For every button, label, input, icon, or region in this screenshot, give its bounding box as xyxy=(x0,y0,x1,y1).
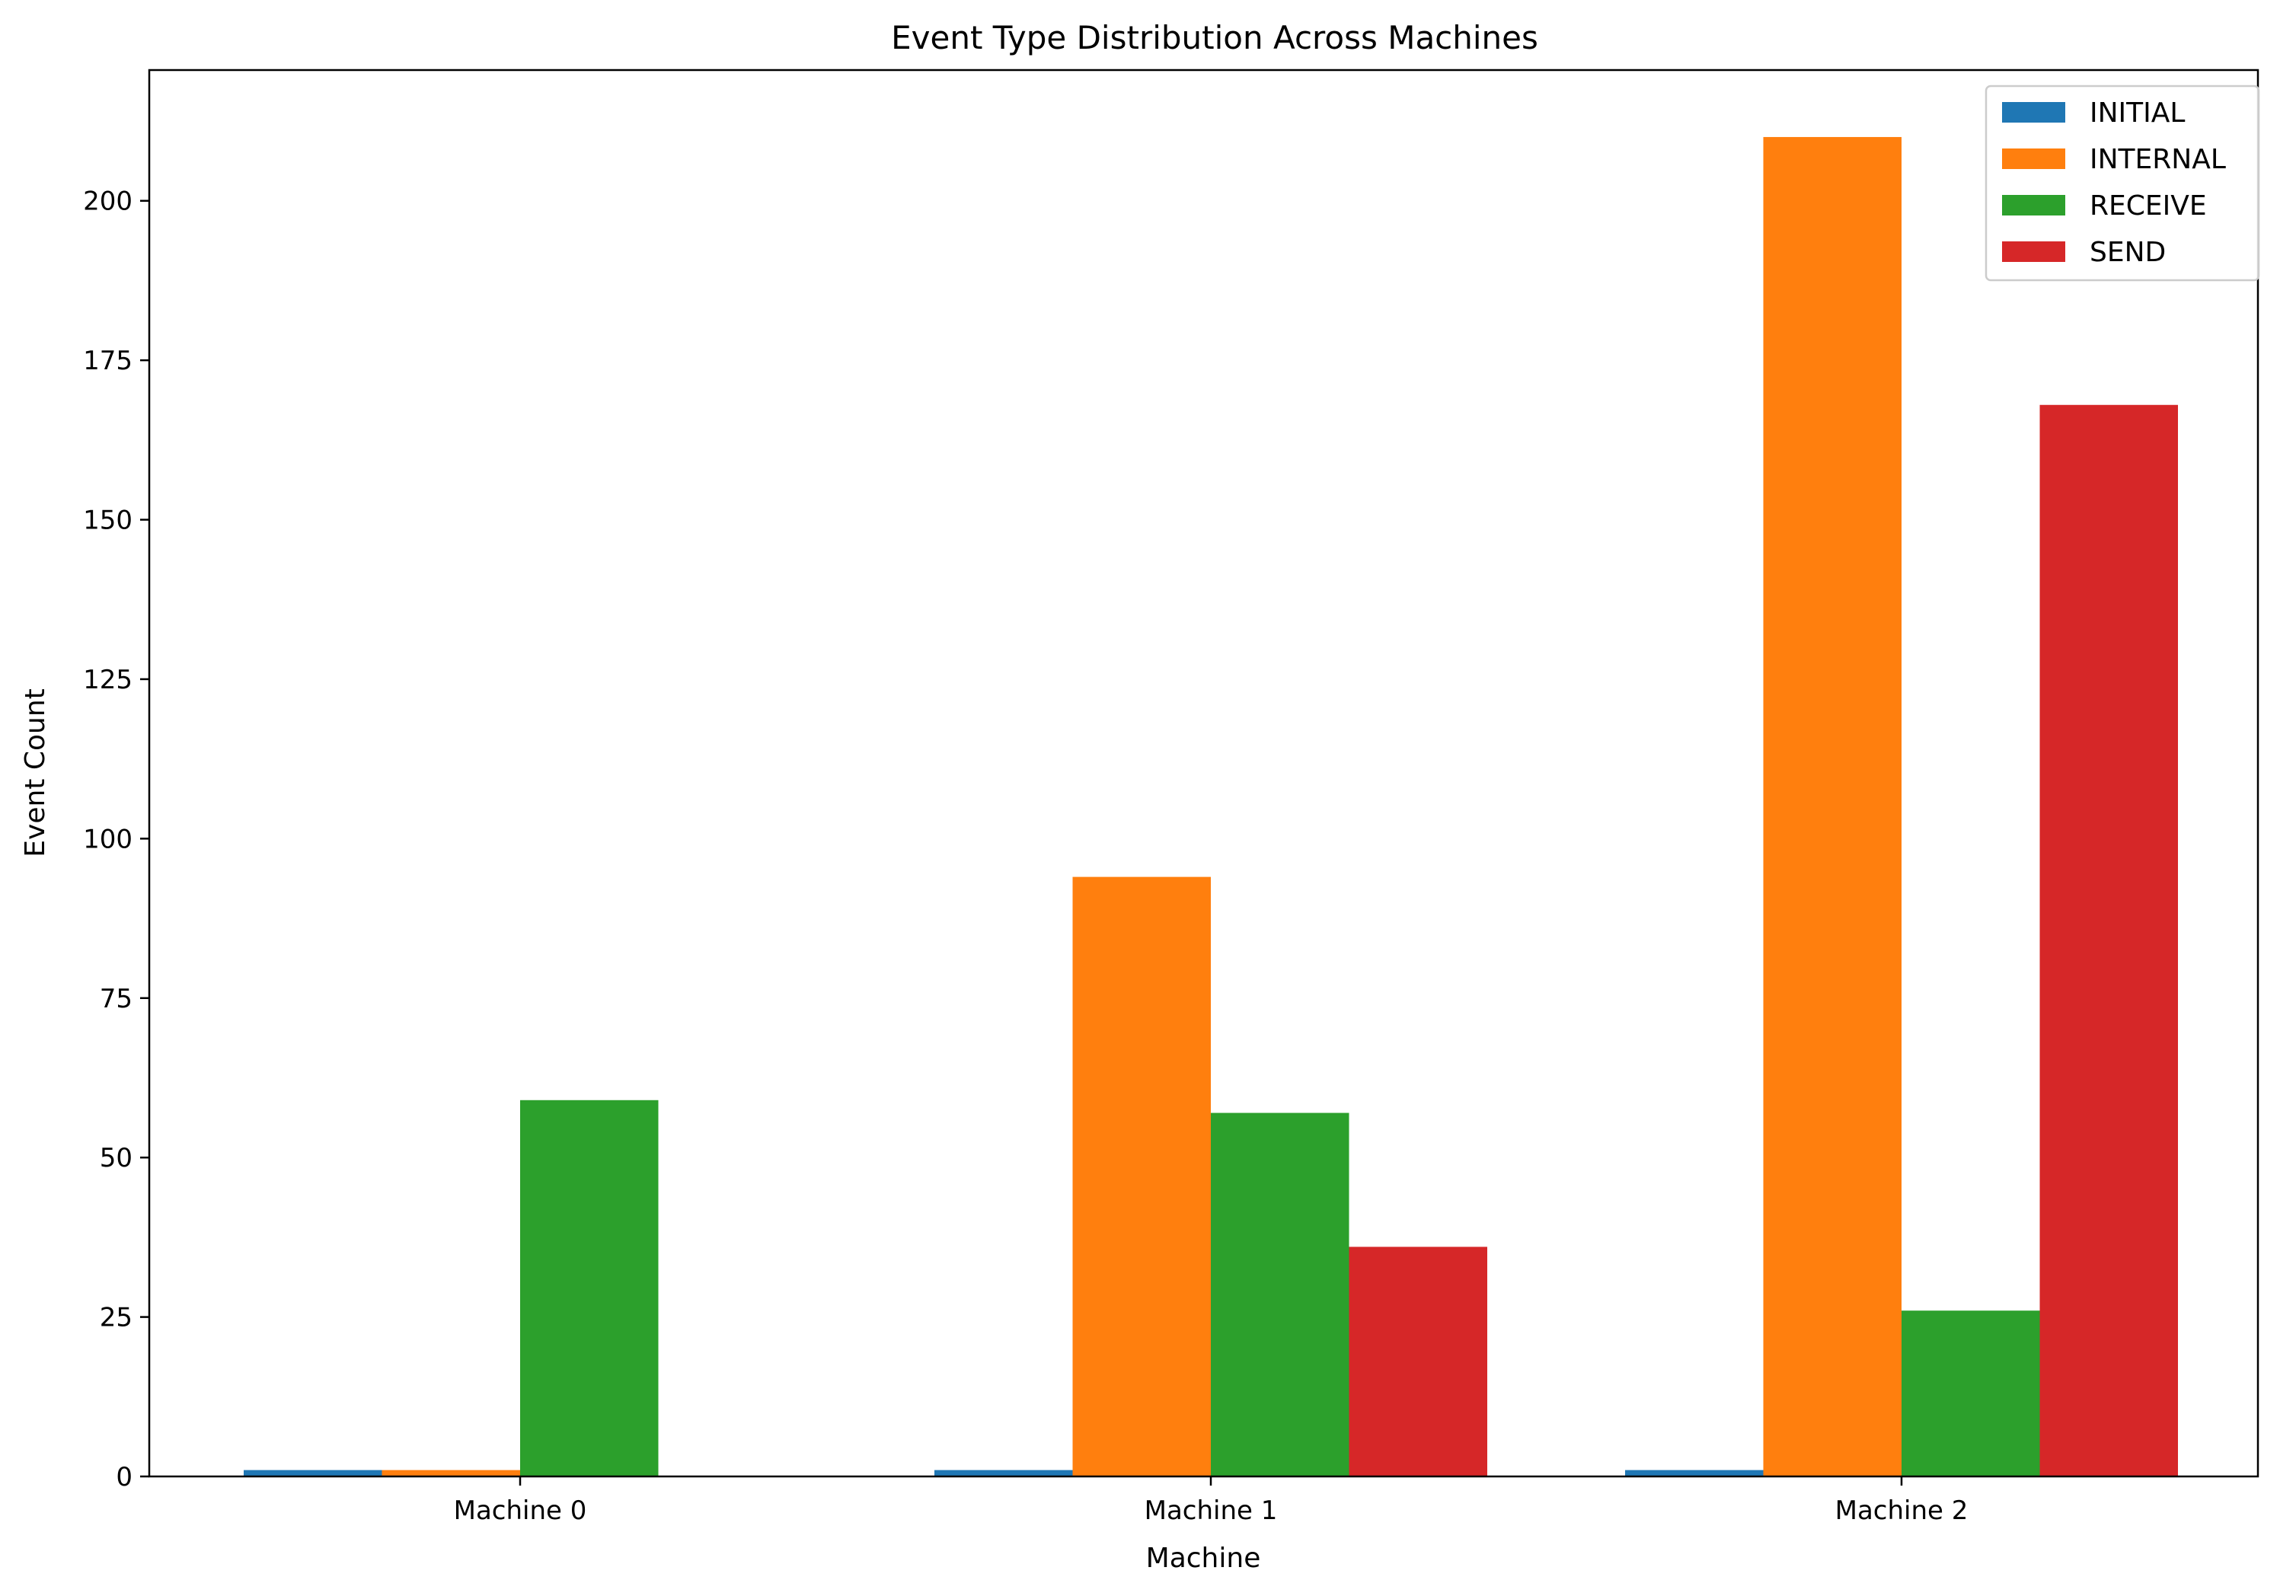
legend-swatch-initial xyxy=(2002,102,2065,123)
legend-label-internal: INTERNAL xyxy=(2090,144,2226,175)
y-tick-label: 150 xyxy=(83,506,133,536)
legend-label-send: SEND xyxy=(2090,237,2166,268)
y-tick-label: 100 xyxy=(83,824,133,854)
bar-send-1 xyxy=(1349,1246,1487,1476)
y-tick-label: 75 xyxy=(100,984,133,1014)
bar-initial-2 xyxy=(1625,1470,1764,1476)
bar-receive-1 xyxy=(1211,1112,1349,1476)
bar-send-2 xyxy=(2039,404,2178,1476)
x-tick-label: Machine 2 xyxy=(1835,1495,1969,1526)
x-tick-label: Machine 0 xyxy=(454,1495,587,1526)
y-tick-label: 175 xyxy=(83,346,133,376)
bar-receive-0 xyxy=(520,1100,659,1476)
y-axis: 0 25 50 75 100 125 150 175 200 xyxy=(83,187,149,1492)
legend-label-receive: RECEIVE xyxy=(2090,190,2207,222)
legend: INITIAL INTERNAL RECEIVE SEND xyxy=(1985,85,2260,282)
plot-frame xyxy=(148,69,2259,1478)
x-axis-label: Machine xyxy=(1146,1543,1261,1574)
bars-layer xyxy=(244,136,2178,1476)
y-tick-label: 50 xyxy=(100,1143,133,1173)
legend-swatch-internal xyxy=(2002,148,2065,169)
y-tick-label: 0 xyxy=(116,1462,133,1492)
bar-internal-0 xyxy=(382,1470,520,1476)
legend-swatch-send xyxy=(2002,241,2065,262)
bar-internal-2 xyxy=(1763,136,1902,1476)
legend-frame xyxy=(1985,85,2260,282)
x-tick-label: Machine 1 xyxy=(1145,1495,1278,1526)
bar-receive-2 xyxy=(1902,1310,2040,1476)
x-axis: Machine 0 Machine 1 Machine 2 xyxy=(454,1476,1969,1526)
legend-label-initial: INITIAL xyxy=(2090,97,2185,129)
chart-title: Event Type Distribution Across Machines xyxy=(891,19,1538,56)
bar-initial-0 xyxy=(244,1470,382,1476)
y-axis-label: Event Count xyxy=(20,688,51,857)
y-tick-label: 125 xyxy=(83,665,133,695)
y-tick-label: 200 xyxy=(83,187,133,217)
y-tick-label: 25 xyxy=(100,1303,133,1333)
bar-internal-1 xyxy=(1072,876,1211,1476)
legend-swatch-receive xyxy=(2002,195,2065,215)
bar-initial-1 xyxy=(934,1470,1073,1476)
